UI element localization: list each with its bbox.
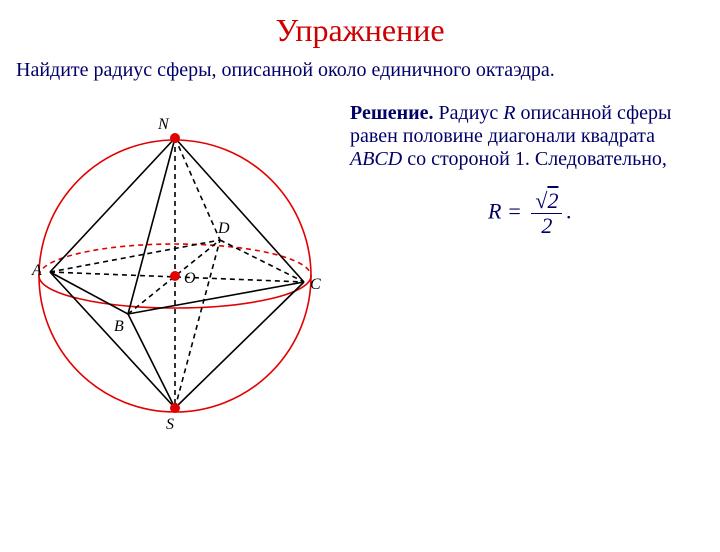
square-name: ABCD [350, 148, 402, 170]
formula-dot: . [566, 199, 572, 224]
vertex-label-O: O [184, 270, 196, 288]
vertex-label-B: B [114, 318, 124, 336]
formula: R = 22. [350, 189, 710, 238]
problem-text: Найдите радиус сферы, описанной около ед… [16, 59, 704, 82]
vertex-label-D: D [218, 220, 230, 238]
title: Упражнение [0, 12, 720, 49]
vertex-label-A: A [32, 262, 42, 280]
formula-sqrt-val: 2 [547, 188, 558, 213]
var-R: R [503, 102, 515, 124]
solution-text-3: со стороной 1. Следовательно, [402, 148, 667, 170]
formula-num: 2 [531, 189, 562, 214]
content-row: NSOABCD Решение. Радиус R описанной сфер… [0, 92, 720, 452]
solution-label: Решение. [350, 102, 434, 124]
vertex-label-N: N [158, 116, 169, 134]
sqrt-icon [535, 188, 547, 213]
octahedron-figure: N S O A B C D [10, 92, 340, 452]
formula-lhs: R [488, 199, 501, 224]
formula-fraction: 22 [531, 189, 562, 238]
formula-den: 2 [531, 214, 562, 238]
vertex-label-C: C [310, 276, 321, 294]
formula-eq: = [502, 199, 528, 224]
solution-block: Решение. Радиус R описанной сферы равен … [340, 92, 710, 452]
solution-text-1: Радиус [439, 102, 504, 124]
vertex-label-S: S [166, 416, 174, 434]
